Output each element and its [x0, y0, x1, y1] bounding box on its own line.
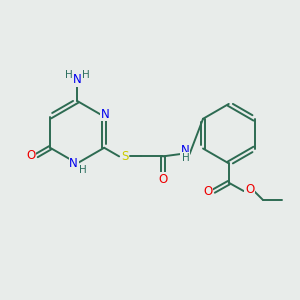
Text: N: N — [181, 144, 190, 157]
Text: H: H — [65, 70, 73, 80]
Text: O: O — [26, 149, 35, 162]
Text: O: O — [245, 183, 254, 196]
Text: S: S — [122, 150, 129, 163]
Text: H: H — [82, 70, 89, 80]
Text: H: H — [182, 153, 189, 163]
Text: N: N — [73, 73, 82, 86]
Text: N: N — [101, 108, 110, 121]
Text: O: O — [203, 184, 213, 197]
Text: O: O — [158, 173, 168, 186]
Text: H: H — [79, 165, 86, 175]
Text: N: N — [69, 158, 78, 170]
